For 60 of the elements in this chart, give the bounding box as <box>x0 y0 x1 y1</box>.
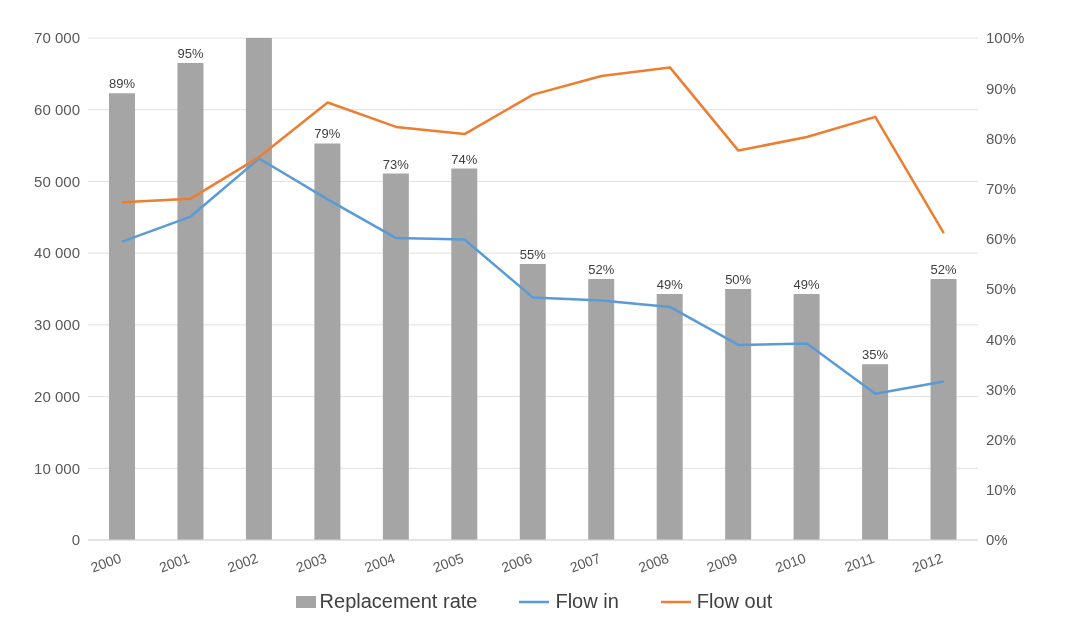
x-tick-label: 2005 <box>430 549 466 576</box>
y-tick-label: 0 <box>71 531 80 549</box>
data-label: 49% <box>656 277 684 293</box>
x-tick-label: 2006 <box>499 549 535 576</box>
data-label: 50% <box>725 272 752 287</box>
y2-tick-label: 100% <box>986 29 1025 47</box>
x-tick-label: 2011 <box>842 549 877 576</box>
y2-tick-label: 60% <box>986 230 1017 248</box>
bar <box>177 63 204 540</box>
x-tick-label: 2010 <box>773 549 809 576</box>
data-label: 49% <box>793 277 821 293</box>
bar <box>245 38 272 540</box>
data-label: 95% <box>177 46 204 62</box>
bar <box>793 294 820 540</box>
bar <box>588 278 615 540</box>
data-label: 55% <box>519 246 547 262</box>
y-tick-label: 70 000 <box>34 29 80 47</box>
y2-tick-label: 50% <box>986 280 1017 298</box>
legend-label: Flow out <box>696 590 773 613</box>
y2-tick-label: 40% <box>986 330 1017 348</box>
data-label: 74% <box>451 151 478 167</box>
y2-tick-label: 90% <box>986 79 1017 97</box>
bar <box>862 364 889 540</box>
x-tick-label: 2012 <box>910 549 945 576</box>
bar <box>451 168 478 540</box>
data-label: 35% <box>862 347 889 363</box>
x-tick-label: 2002 <box>225 549 261 576</box>
x-tick-label: 2004 <box>362 549 398 576</box>
bar <box>109 93 135 540</box>
y2-tick-label: 10% <box>986 481 1017 499</box>
y2-tick-label: 70% <box>986 179 1017 197</box>
bar <box>930 278 957 540</box>
y-tick-label: 10 000 <box>34 459 80 477</box>
legend-label: Flow in <box>555 590 619 613</box>
data-label: 89% <box>108 76 136 92</box>
y2-tick-label: 0% <box>986 531 1008 549</box>
y2-tick-label: 20% <box>986 430 1017 448</box>
x-tick-label: 2003 <box>293 549 329 576</box>
bar <box>656 294 683 540</box>
bar <box>314 143 341 540</box>
x-tick-label: 2007 <box>567 549 603 576</box>
y-tick-label: 20 000 <box>34 387 80 405</box>
bar <box>725 289 752 540</box>
legend-label: Replacement rate <box>319 590 478 613</box>
data-label: 73% <box>382 156 410 172</box>
bar <box>382 173 409 540</box>
y-tick-label: 40 000 <box>34 244 80 262</box>
y2-tick-label: 30% <box>986 380 1017 398</box>
x-tick-label: 2009 <box>704 549 740 576</box>
bar <box>519 263 546 540</box>
y-tick-label: 60 000 <box>34 101 80 119</box>
x-tick-label: 2000 <box>88 549 124 576</box>
x-tick-label: 2001 <box>156 549 192 576</box>
y-tick-label: 30 000 <box>34 316 80 334</box>
x-tick-label: 2008 <box>636 549 672 576</box>
y2-tick-label: 80% <box>986 129 1017 147</box>
data-label: 79% <box>314 126 341 142</box>
y-tick-label: 50 000 <box>34 172 80 190</box>
data-label: 52% <box>930 261 957 277</box>
data-label: 52% <box>588 261 615 277</box>
